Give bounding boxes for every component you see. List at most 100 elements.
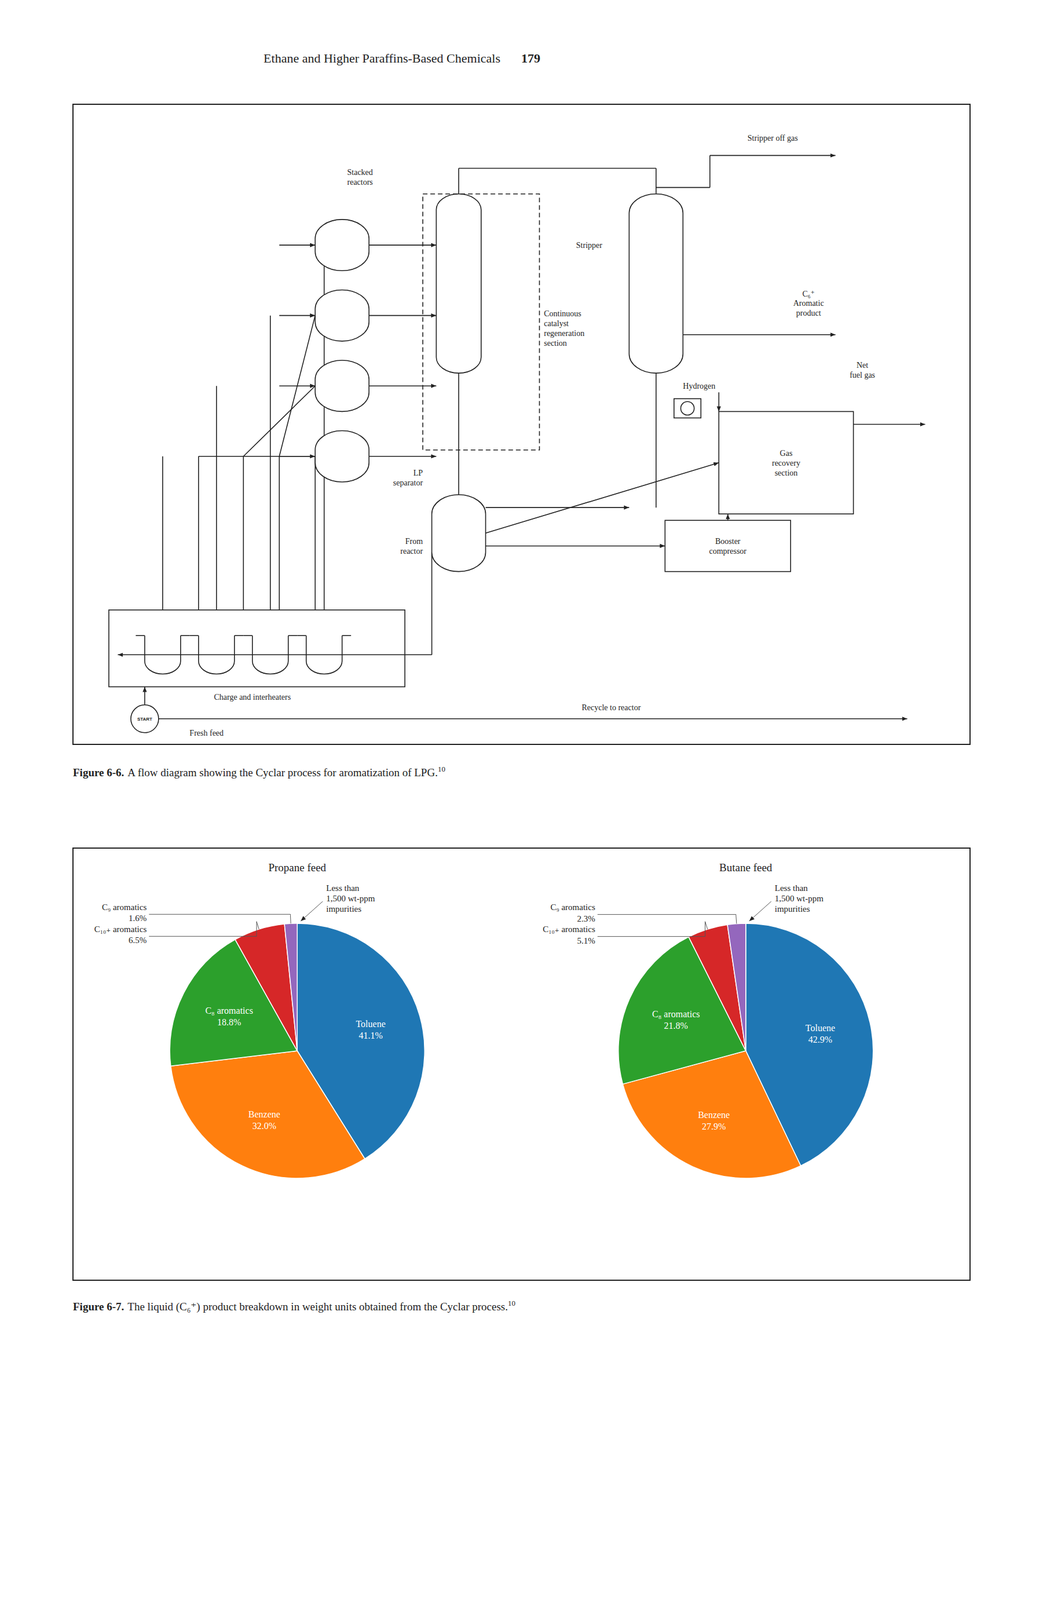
heater-nub [288,634,298,636]
flow-arrow [682,334,836,336]
label-leader [597,921,708,937]
flow-arrow [368,244,437,246]
slice-value-label: 5.1% [577,935,596,946]
diagram-label-line: Stripper off gas [747,133,799,143]
pie-annotation-line: Less than [326,883,360,893]
page: Ethane and Higher Paraffins-Based Chemic… [0,0,1043,1600]
annotation-pointer [300,901,323,921]
pie-annotation-line: 1,500 wt-ppm [326,893,375,903]
flow-arrow [368,385,437,387]
diagram-label-line: Net [856,360,869,370]
pie-annotation: Less than1,500 wt-ppmimpurities [326,883,375,914]
diagram-label-line: section [543,338,567,348]
diagram-label-line: Continuous [543,309,582,318]
diagram-label-line: LP [413,468,424,478]
slice-value-label: 42.9% [808,1034,833,1045]
diagram-label: Stripper off gas [747,133,799,143]
flow-line [216,385,218,610]
diagram-label: Stripper [576,240,603,250]
diagram-label: Fresh feed [189,728,224,738]
diagram-label: Gasrecoverysection [771,448,801,478]
annotation-pointer [749,901,772,921]
ccr-section-box [422,194,540,450]
slice-value-label-line: 27.9% [701,1121,726,1132]
slice-value-label-line: 6.5% [128,935,147,945]
pie-panel-frame [72,847,971,1280]
pie-annotation: Less than1,500 wt-ppmimpurities [774,883,824,914]
pie-annotation-line: Less than [774,883,809,893]
flow-line [656,187,711,189]
pie-slice [170,1050,365,1178]
slice-value-label-line: 5.1% [577,935,596,946]
reactor-vessel [315,360,369,412]
caption-label: Figure 6-7. [72,1300,124,1313]
slice-category-label: Benzene [248,1109,281,1119]
slice-category-label: Toluene [355,1018,386,1029]
diagram-label: Charge and interheaters [213,692,291,702]
slice-value-label-line: 21.8% [664,1020,688,1031]
diagram-label-line: compressor [708,546,747,556]
slice-value-label: 1.6% [128,913,147,923]
slice-category-label: C₁₀₊ aromatics [94,924,148,934]
diagram-label: START [137,716,153,722]
diagram-label: Fromreactor [400,536,423,556]
slice-category-label-line: Toluene [805,1022,836,1033]
flow-arrow [853,423,926,426]
slice-category-label-line: C₉ aromatics [550,902,595,912]
flow-arrow [368,315,437,317]
label-leader [148,913,291,924]
page-header: Ethane and Higher Paraffins-Based Chemic… [263,50,541,66]
heater-coil [198,635,235,674]
diagram-label-line: Gas [780,448,793,458]
pie-title: Propane feed [268,861,327,874]
flow-line [709,155,711,188]
pie-slice [727,923,746,1051]
flow-diagram: Stripper Stripper off gas C₆⁺Aromaticprodu… [72,104,971,745]
booster-compressor-box [664,520,791,572]
flow-line [198,455,316,457]
diagram-label: Hydrogen [682,381,716,391]
flow-arrow [485,506,630,508]
diagram-label: LPseparator [393,468,424,488]
slice-category-label-line: C₈ aromatics [205,1005,253,1016]
slice-category-label-line: C₁₀₊ aromatics [542,924,596,934]
heater-nub [234,634,244,636]
header-title: Ethane and Higher Paraffins-Based Chemic… [263,50,501,66]
slice-category-label-line: C₈ aromatics [652,1008,700,1019]
diagram-label-line: separator [393,478,424,488]
slice-value-label: 18.8% [217,1016,241,1027]
caption-superscript: 10 [507,1298,516,1308]
diagram-label-line: catalyst [543,319,569,328]
diagram-label-line: C₆⁺ [802,289,815,299]
diagram-label-line: Hydrogen [682,381,716,391]
slice-category-label: C₉ aromatics [101,902,147,912]
heater-nub [342,634,351,636]
caption-text: The liquid (C₆⁺) product breakdown in we… [127,1300,508,1313]
heater-nub [297,634,306,636]
caption-label: Figure 6-6. [72,766,124,779]
flow-arrow [279,455,316,457]
slice-value-label: 21.8% [664,1020,688,1031]
diagram-label: Stackedreactors [347,167,373,187]
pie-slice [284,923,298,1051]
flow-arrow [727,513,729,521]
flow-line [269,315,272,610]
heater-nub [180,634,190,636]
slice-category-label-line: C₉ aromatics [101,902,147,912]
diagram-label-line: product [796,308,822,318]
figure-caption: Figure 6-6.A flow diagram showing the Cy… [72,764,446,779]
diagram-label-line: Charge and interheaters [213,692,291,702]
flow-line [458,356,460,495]
diagram-label-line: Booster [715,536,741,546]
diagram-label-line: recovery [771,458,801,468]
slice-category-label: C₁₀₊ aromatics [542,924,596,934]
diagram-label: C₆⁺Aromaticproduct [793,289,825,318]
diagram-label-line: Stacked [347,167,373,177]
heater-box [108,609,405,687]
flow-line [314,456,316,610]
slice-value-label: 6.5% [128,935,147,945]
gas-recovery-box [718,411,854,514]
reactor-vessel [315,430,369,482]
recycle-line [158,718,908,720]
slice-value-label-line: 1.6% [128,913,147,923]
